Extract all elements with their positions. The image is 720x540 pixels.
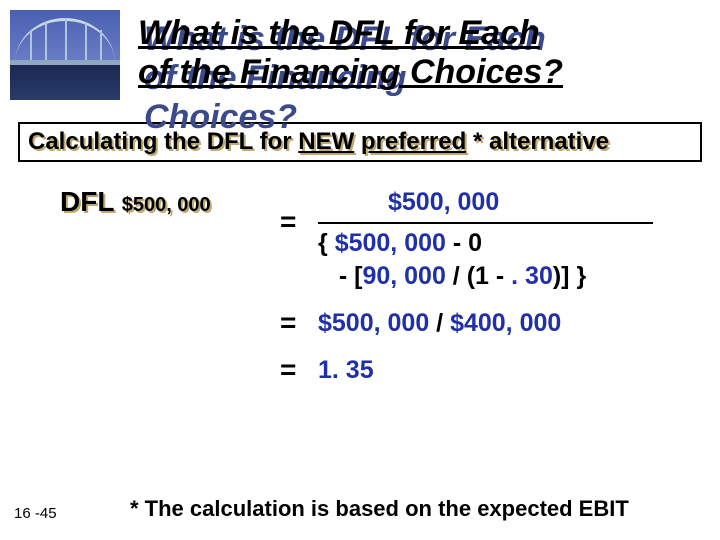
slide-title: What is the DFL for Each of the Financin… xyxy=(138,10,563,92)
step3-result: 1. 35 xyxy=(318,354,374,387)
step1-fraction: $500, 000 { $500, 000 - 0 - [90, 000 / (… xyxy=(318,186,653,293)
bridge-logo-icon xyxy=(10,10,120,100)
slide-number: 16 -45 xyxy=(0,505,130,522)
step2-value: $500, 000 / $400, 000 xyxy=(318,307,561,340)
equals-sign: = xyxy=(280,307,318,339)
subtitle-box: Calculating the DFL for NEW preferred * … xyxy=(18,122,702,162)
equals-sign: = xyxy=(280,186,318,238)
equals-sign: = xyxy=(280,354,318,386)
subtitle-text: Calculating the DFL for NEW preferred * … xyxy=(28,128,692,156)
footnote-text: * The calculation is based on the expect… xyxy=(130,496,629,522)
calculation-block: DFL $500, 000 DFL $500, 000 = $500, 000 … xyxy=(0,186,720,387)
dfl-lhs: DFL $500, 000 DFL $500, 000 xyxy=(60,186,280,218)
